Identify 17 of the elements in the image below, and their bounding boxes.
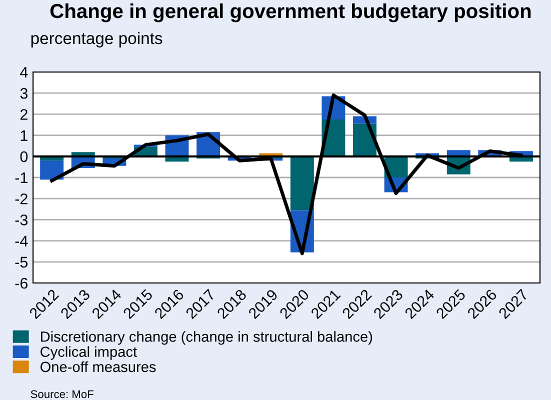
- y-tick-label: 0: [20, 151, 28, 162]
- y-tick-label: 2: [20, 109, 28, 120]
- y-tick-label: 4: [20, 67, 28, 78]
- y-tick-label: 1: [20, 130, 28, 141]
- y-tick-label: -6: [15, 278, 28, 289]
- y-tick-label: -5: [15, 256, 28, 268]
- y-tick-label: -4: [15, 236, 28, 246]
- legend-label: Cyclical impact: [40, 346, 137, 360]
- y-tick-label: 3: [20, 88, 28, 99]
- legend-label: Discretionary change (change in structural balance): [40, 331, 372, 345]
- chart-title: Change in general government budgetary position: [50, 3, 531, 22]
- y-tick-label: -1: [15, 172, 28, 184]
- y-tick-label: -3: [15, 214, 28, 226]
- source-note: Source: MoF: [30, 390, 94, 398]
- legend-label: One-off measures: [40, 361, 156, 372]
- y-tick-label: -2: [15, 193, 28, 204]
- chart-subtitle: percentage points: [31, 32, 162, 48]
